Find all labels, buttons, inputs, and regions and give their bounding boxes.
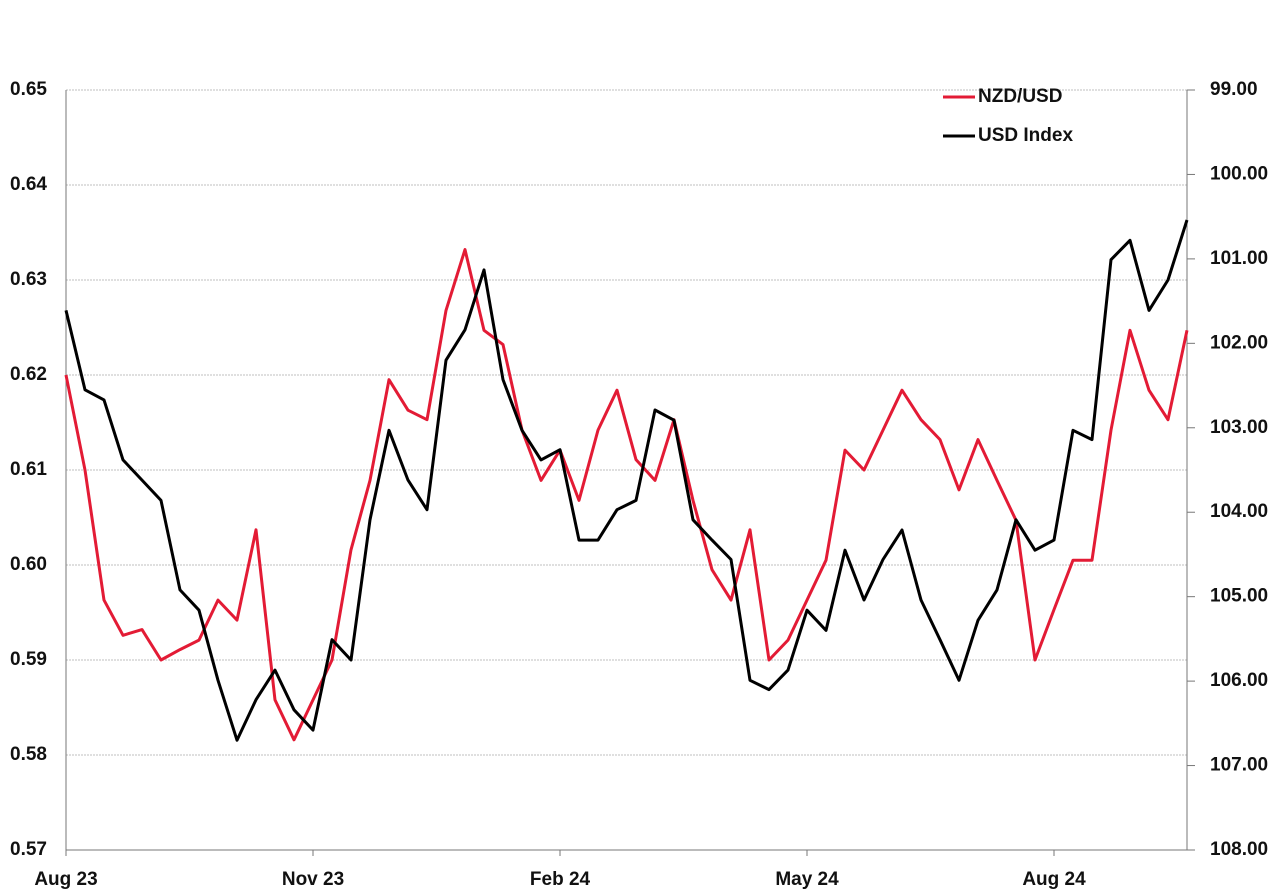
y-tick-label: 0.58: [10, 744, 47, 765]
y-tick-label: 0.61: [10, 459, 47, 480]
y-tick-label: 0.59: [10, 649, 47, 670]
y2-tick-label: 106.00: [1210, 670, 1268, 691]
y-tick-label: 0.65: [10, 79, 47, 100]
y2-tick-label: 108.00: [1210, 839, 1268, 860]
y2-tick-label: 105.00: [1210, 586, 1268, 607]
series-line: [64, 219, 1189, 742]
legend-label: NZD/USD: [978, 86, 1062, 107]
y-tick-label: 0.57: [10, 839, 47, 860]
y2-tick-label: 101.00: [1210, 248, 1268, 269]
y2-tick-label: 99.00: [1210, 79, 1258, 100]
y-tick-label: 0.64: [10, 174, 47, 195]
x-tick-label: Aug 24: [1022, 869, 1086, 890]
x-tick-label: May 24: [775, 869, 839, 890]
y2-tick-label: 100.00: [1210, 163, 1268, 184]
y2-tick-label: 107.00: [1210, 755, 1268, 776]
y-tick-label: 0.62: [10, 364, 47, 385]
x-tick-label: Feb 24: [530, 869, 591, 890]
y-tick-label: 0.63: [10, 269, 47, 290]
y2-tick-label: 102.00: [1210, 332, 1268, 353]
y-tick-label: 0.60: [10, 554, 47, 575]
y2-tick-label: 103.00: [1210, 417, 1268, 438]
series-line: [64, 248, 1189, 742]
legend-label: USD Index: [978, 125, 1073, 146]
y2-tick-label: 104.00: [1210, 501, 1268, 522]
x-tick-label: Nov 23: [282, 869, 344, 890]
x-tick-label: Aug 23: [34, 869, 97, 890]
